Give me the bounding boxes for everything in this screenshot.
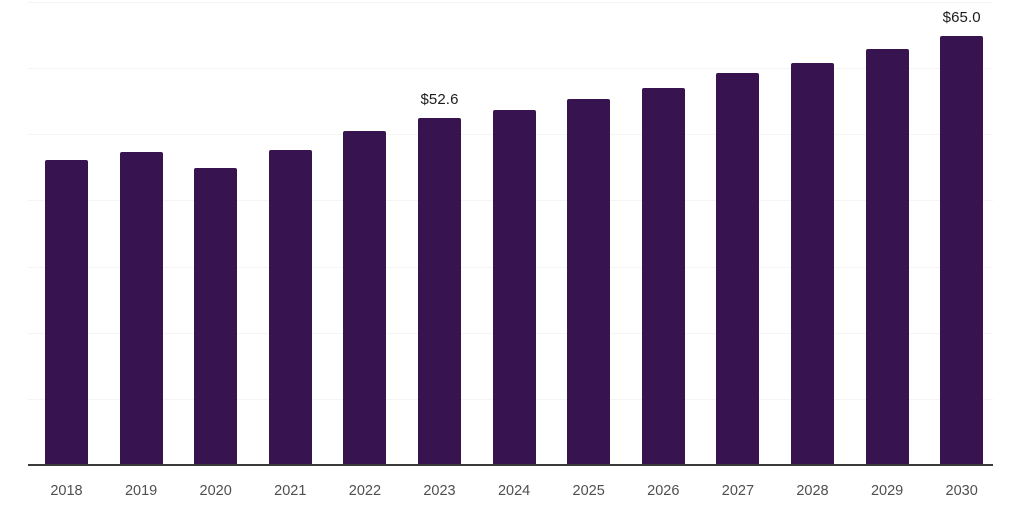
gridline [28, 68, 993, 69]
bar-value-label-2023: $52.6 [420, 91, 459, 109]
bar-2020[interactable] [194, 168, 238, 465]
x-tick-label-2020: 2020 [199, 483, 232, 499]
x-tick-label-2022: 2022 [348, 483, 382, 499]
bar-2024[interactable] [492, 109, 536, 465]
bar-2025[interactable] [567, 98, 611, 465]
x-tick-label-2023: 2023 [423, 483, 456, 499]
bar-2029[interactable] [865, 49, 909, 465]
bar-2018[interactable] [45, 159, 88, 465]
x-tick-label-2027: 2027 [721, 483, 755, 499]
x-tick-label-2024: 2024 [497, 483, 531, 499]
x-tick-label-2030: 2030 [945, 483, 978, 499]
bar-2030[interactable] [940, 36, 984, 465]
x-tick-label-2021: 2021 [274, 483, 307, 499]
x-tick-label-2019: 2019 [124, 483, 158, 499]
bar-value-label-2030: $65.0 [942, 9, 981, 27]
bar-2028[interactable] [791, 63, 834, 465]
plot-area [28, 2, 993, 466]
x-tick-label-2026: 2026 [647, 483, 680, 499]
bar-2021[interactable] [268, 149, 312, 465]
x-axis-line [28, 464, 993, 466]
bar-2019[interactable] [119, 152, 163, 465]
bar-2026[interactable] [641, 87, 685, 465]
x-tick-label-2025: 2025 [572, 483, 605, 499]
x-tick-label-2018: 2018 [50, 483, 83, 499]
bar-2023[interactable] [418, 118, 461, 465]
x-tick-label-2029: 2029 [870, 483, 904, 499]
bar-2027[interactable] [716, 73, 760, 465]
x-tick-label-2028: 2028 [796, 483, 829, 499]
bar-2022[interactable] [343, 130, 387, 465]
gridline [28, 2, 993, 3]
